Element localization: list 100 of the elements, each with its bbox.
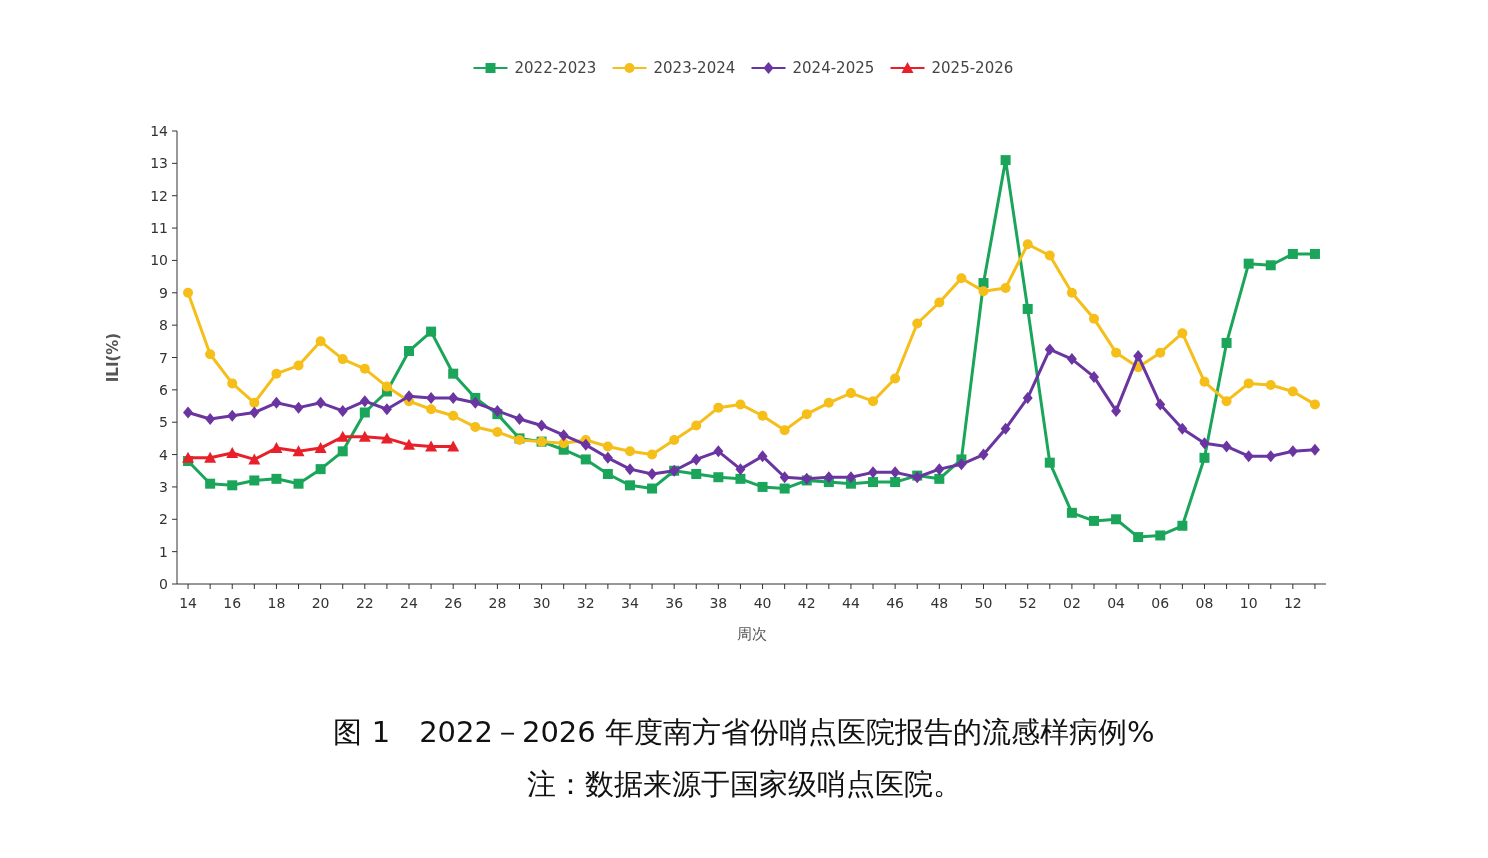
point [1133,532,1144,543]
point [1177,520,1188,531]
point [1221,396,1232,407]
point [691,420,702,431]
point [934,463,945,476]
point [315,396,326,409]
point [227,409,238,422]
point [779,425,790,436]
point [270,442,283,454]
y-tick-label: 3 [159,478,168,495]
point [713,402,724,413]
x-tick-label: 28 [488,595,507,611]
point [293,401,304,414]
x-tick-label: 44 [842,595,860,611]
point [757,481,768,492]
x-tick-label: 30 [532,595,551,611]
point [426,326,437,337]
y-tick-label: 10 [150,252,168,269]
point [205,349,216,360]
point [1155,530,1166,541]
point [1243,450,1254,463]
point [1221,440,1232,453]
point [403,438,416,450]
y-axis-title: ILI(%) [104,332,122,383]
point [845,388,856,399]
point [647,483,658,494]
point [1309,399,1320,410]
point [1000,155,1011,166]
point [602,468,613,479]
y-tick-label: 5 [159,414,168,431]
x-tick-label: 42 [797,595,816,611]
y-tick-label: 14 [150,123,169,139]
point [1022,391,1033,404]
point [647,449,658,460]
x-tick-label: 34 [621,595,639,611]
point [358,430,371,442]
point [735,473,746,484]
point [691,453,702,466]
point [602,441,613,452]
point [448,410,459,421]
point [823,397,834,408]
point [735,399,746,410]
legend-label: 2023-2024 [653,59,736,77]
point [624,480,635,491]
x-tick-label: 18 [267,595,286,611]
point [1309,443,1320,456]
point [1022,239,1033,250]
y-tick-label: 1 [159,543,168,560]
point [1309,248,1320,259]
point [1111,404,1122,417]
point [1133,349,1144,362]
x-tick-label: 12 [1283,595,1302,611]
x-tick-label: 10 [1239,595,1258,611]
point [1088,370,1099,383]
x-tick-label: 52 [1018,595,1037,611]
point [1044,457,1055,468]
x-axis-title: 周次 [736,625,767,643]
point [956,458,967,471]
y-tick-label: 13 [150,155,168,172]
point [404,390,415,403]
point [447,440,460,452]
point [580,454,591,465]
point [1221,337,1232,348]
y-tick-label: 8 [159,317,168,334]
point [271,473,282,484]
point [912,318,923,329]
point [1243,258,1254,269]
point [624,463,635,476]
y-tick-label: 6 [159,381,169,398]
point [890,477,901,488]
point [404,346,415,357]
point [204,451,217,463]
x-tick-label: 36 [665,595,684,611]
point [757,410,768,421]
point [779,471,790,484]
point [1066,507,1077,518]
x-tick-label: 14 [179,595,198,611]
y-tick-label: 2 [159,511,168,528]
point [1066,353,1077,366]
point [425,440,438,452]
point [1287,248,1298,259]
point [1199,452,1210,463]
point [1199,437,1210,450]
point [779,483,790,494]
point [624,446,635,457]
point [249,406,260,419]
point [271,368,282,379]
x-tick-label: 24 [400,595,418,611]
legend-label: 2022-2023 [514,59,597,77]
point [448,391,459,404]
point [890,373,901,384]
point [691,468,702,479]
point [336,430,349,442]
point [249,475,260,486]
point [1287,386,1298,397]
point [337,354,348,365]
point [448,368,459,379]
y-tick-label: 11 [150,220,168,237]
point [1265,260,1276,271]
x-tick-label: 20 [311,595,330,611]
